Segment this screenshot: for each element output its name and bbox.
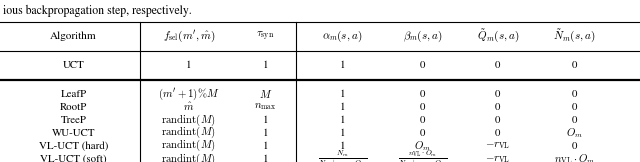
Text: $(m^{\prime}+1)\%M$: $(m^{\prime}+1)\%M$ <box>158 86 220 102</box>
Text: $\frac{N_m}{N_m+n_{\mathrm{VL}}\cdot O_m}$: $\frac{N_m}{N_m+n_{\mathrm{VL}}\cdot O_m… <box>317 149 367 162</box>
Text: $n_{\mathrm{max}}$: $n_{\mathrm{max}}$ <box>254 102 277 112</box>
Text: $\beta_m(s,a)$: $\beta_m(s,a)$ <box>403 29 442 44</box>
Text: $\tau_{\mathrm{syn}}$: $\tau_{\mathrm{syn}}$ <box>257 30 275 43</box>
Text: VL-UCT (soft): VL-UCT (soft) <box>40 154 107 162</box>
Text: $\mathrm{randint}(M)$: $\mathrm{randint}(M)$ <box>161 151 216 162</box>
Text: 0: 0 <box>495 128 500 138</box>
Text: $-r_{\mathrm{VL}}$: $-r_{\mathrm{VL}}$ <box>485 140 511 151</box>
Text: 0: 0 <box>572 115 577 125</box>
Text: $\hat{m}$: $\hat{m}$ <box>183 101 195 113</box>
Text: $O_m$: $O_m$ <box>566 126 583 140</box>
Text: RootP: RootP <box>60 102 87 112</box>
Text: $O_m$: $O_m$ <box>414 139 431 153</box>
Text: $\mathrm{randint}(M)$: $\mathrm{randint}(M)$ <box>161 125 216 140</box>
Text: $\tilde{Q}_m(s,a)$: $\tilde{Q}_m(s,a)$ <box>477 28 519 45</box>
Text: $\tilde{N}_m(s,a)$: $\tilde{N}_m(s,a)$ <box>554 28 596 45</box>
Text: TreeP: TreeP <box>61 115 86 125</box>
Text: $M$: $M$ <box>259 88 272 100</box>
Text: 1: 1 <box>263 61 268 70</box>
Text: 1: 1 <box>340 141 345 151</box>
Text: 0: 0 <box>420 115 425 125</box>
Text: $n_{\mathrm{VL}}\cdot O_m$: $n_{\mathrm{VL}}\cdot O_m$ <box>554 152 595 162</box>
Text: 0: 0 <box>420 128 425 138</box>
Text: $f_{\mathrm{sel}}(m^{\prime}, \hat{m})$: $f_{\mathrm{sel}}(m^{\prime}, \hat{m})$ <box>163 29 215 44</box>
Text: 0: 0 <box>495 102 500 112</box>
Text: 1: 1 <box>263 141 268 151</box>
Text: 0: 0 <box>420 89 425 99</box>
Text: Algorithm: Algorithm <box>51 32 97 41</box>
Text: 0: 0 <box>572 141 577 151</box>
Text: $-r_{\mathrm{VL}}$: $-r_{\mathrm{VL}}$ <box>485 154 511 162</box>
Text: $\frac{n_{\mathrm{VL}}\cdot O_m}{N_m+n_{\mathrm{VL}}\cdot O_m}$: $\frac{n_{\mathrm{VL}}\cdot O_m}{N_m+n_{… <box>397 149 447 162</box>
Text: 0: 0 <box>420 61 425 70</box>
Text: $\mathrm{randint}(M)$: $\mathrm{randint}(M)$ <box>161 138 216 153</box>
Text: WU-UCT: WU-UCT <box>52 128 95 138</box>
Text: 0: 0 <box>572 89 577 99</box>
Text: 0: 0 <box>495 61 500 70</box>
Text: 0: 0 <box>572 61 577 70</box>
Text: 1: 1 <box>340 115 345 125</box>
Text: 1: 1 <box>340 128 345 138</box>
Text: 1: 1 <box>263 128 268 138</box>
Text: 1: 1 <box>186 61 191 70</box>
Text: 0: 0 <box>495 89 500 99</box>
Text: ious backpropagation step, respectively.: ious backpropagation step, respectively. <box>3 5 192 17</box>
Text: $\alpha_m(s,a)$: $\alpha_m(s,a)$ <box>323 29 362 44</box>
Text: 1: 1 <box>263 115 268 125</box>
Text: $\mathrm{randint}(M)$: $\mathrm{randint}(M)$ <box>161 112 216 127</box>
Text: VL-UCT (hard): VL-UCT (hard) <box>39 141 108 151</box>
Text: 1: 1 <box>340 102 345 112</box>
Text: 0: 0 <box>420 102 425 112</box>
Text: 1: 1 <box>340 61 345 70</box>
Text: UCT: UCT <box>63 61 84 70</box>
Text: LeafP: LeafP <box>61 89 86 99</box>
Text: 0: 0 <box>572 102 577 112</box>
Text: 1: 1 <box>263 154 268 162</box>
Text: 1: 1 <box>340 89 345 99</box>
Text: 0: 0 <box>495 115 500 125</box>
